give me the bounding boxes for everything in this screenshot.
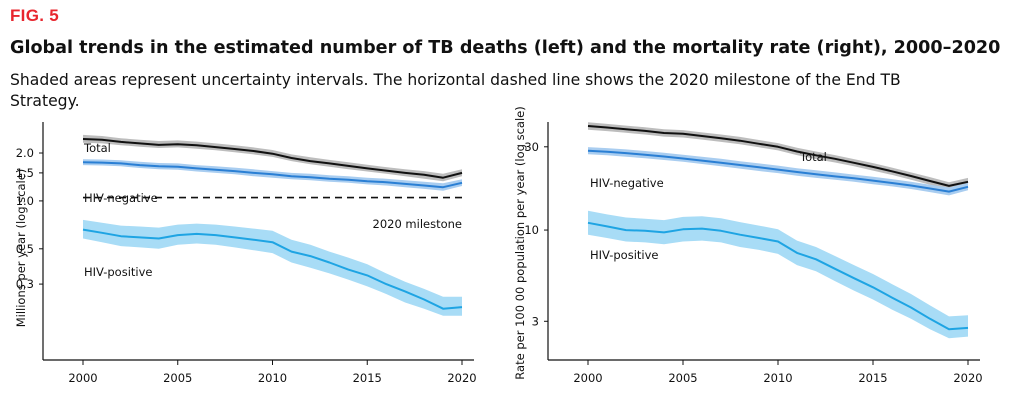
series-label-total: Total (799, 150, 827, 164)
y-axis-label: Rate per 100 00 population per year (log… (513, 106, 527, 379)
milestone-label: 2020 milestone (373, 217, 463, 231)
figure-title: Global trends in the estimated number of… (10, 38, 1001, 58)
series-label-hivpos: HIV-positive (590, 248, 659, 262)
y-tick-label: 10 (524, 223, 539, 237)
y-tick-label: 30 (524, 140, 539, 154)
x-tick-label: 2000 (68, 371, 97, 385)
total-uncertainty-band (83, 134, 462, 182)
series-label-total: Total (83, 141, 111, 155)
figure-label: FIG. 5 (10, 6, 60, 25)
y-tick-label: 2.0 (16, 146, 34, 160)
right-chart-mortality-rate: 3 10 30 2000 2005 2010 2015 2020 Rate per 100 00… (513, 106, 983, 385)
y-tick-label: 3 (532, 314, 539, 328)
hivpos-uncertainty-band (588, 210, 968, 339)
y-axis-label: Millions per year (log scale) (14, 169, 28, 328)
y-tick-label: 1.5 (16, 166, 34, 180)
hivpos-uncertainty-band (83, 219, 462, 316)
x-tick-label: 2015 (858, 371, 887, 385)
x-tick-label: 2010 (763, 371, 792, 385)
series-label-hivpos: HIV-positive (84, 265, 153, 279)
x-tick-label: 2020 (447, 371, 476, 385)
left-chart-deaths: 0.3 0.5 1.0 1.5 2.0 2000 2005 2010 2015 2020 Milli… (14, 122, 477, 385)
series-label-hivneg: HIV-negative (84, 191, 158, 205)
x-tick-label: 2005 (668, 371, 697, 385)
x-tick-label: 2000 (573, 371, 602, 385)
y-tick-label: 0.3 (16, 277, 34, 291)
y-tick-label: 0.5 (16, 242, 34, 256)
series-label-hivneg: HIV-negative (590, 176, 664, 190)
x-tick-label: 2020 (953, 371, 982, 385)
x-tick-label: 2015 (353, 371, 382, 385)
figure-subtitle: Shaded areas represent uncertainty inter… (10, 71, 901, 110)
y-tick-label: 1.0 (16, 194, 34, 208)
x-tick-label: 2010 (258, 371, 287, 385)
x-tick-label: 2005 (163, 371, 192, 385)
